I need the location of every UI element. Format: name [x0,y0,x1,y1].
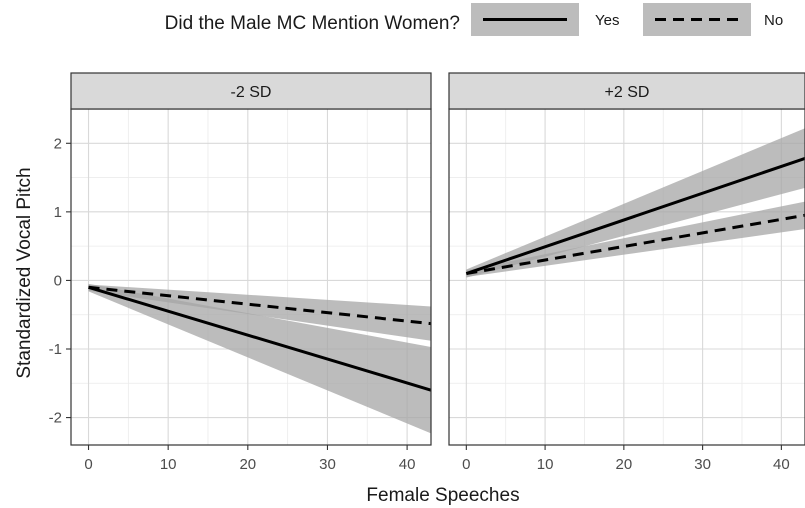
facet-strip-label: +2 SD [605,84,650,101]
y-tick-label: -1 [49,341,62,358]
y-tick-label: -2 [49,410,62,427]
x-tick-label: 30 [694,456,711,473]
legend: Did the Male MC Mention Women? Yes No [165,3,783,36]
x-axis: 0 10 20 30 40 0 10 20 30 40 [84,445,790,473]
y-tick-label: 0 [54,272,62,289]
series-line-no [88,285,432,326]
x-tick-label: 20 [616,456,633,473]
panel-minus-2sd: -2 SD [70,72,432,446]
y-axis-title: Standardized Vocal Pitch [14,167,35,378]
x-tick-label: 30 [319,456,336,473]
y-axis: -2 -1 0 1 2 [49,135,71,427]
legend-key-yes: Yes [471,3,619,36]
facet-strip-label: -2 SD [231,84,272,101]
legend-label: Yes [595,12,619,29]
x-tick-label: 0 [84,456,92,473]
ci-ribbon-yes [466,128,805,278]
panel-plus-2sd: +2 SD [448,72,805,446]
x-tick-label: 10 [160,456,177,473]
x-tick-label: 10 [537,456,554,473]
series-line-yes [465,156,805,275]
x-tick-label: 0 [462,456,470,473]
x-tick-label: 40 [399,456,416,473]
facet-strip [70,72,432,110]
ci-ribbon-no [466,201,805,277]
y-tick-label: 2 [54,135,62,152]
ci-ribbon-no [88,284,431,341]
y-tick-label: 1 [54,204,62,221]
facet-panels: -2 SD +2 SD [70,72,805,446]
x-axis-title: Female Speeches [366,485,519,506]
legend-label: No [764,12,783,29]
facet-strip [448,72,805,110]
x-tick-label: 20 [239,456,256,473]
series-line-yes [88,285,432,392]
legend-title: Did the Male MC Mention Women? [165,13,460,34]
series-line-no [466,213,805,276]
legend-key-no: No [643,3,783,36]
x-tick-label: 40 [773,456,790,473]
ci-ribbon-yes [88,283,431,434]
legend-keys: Yes No [471,3,783,36]
